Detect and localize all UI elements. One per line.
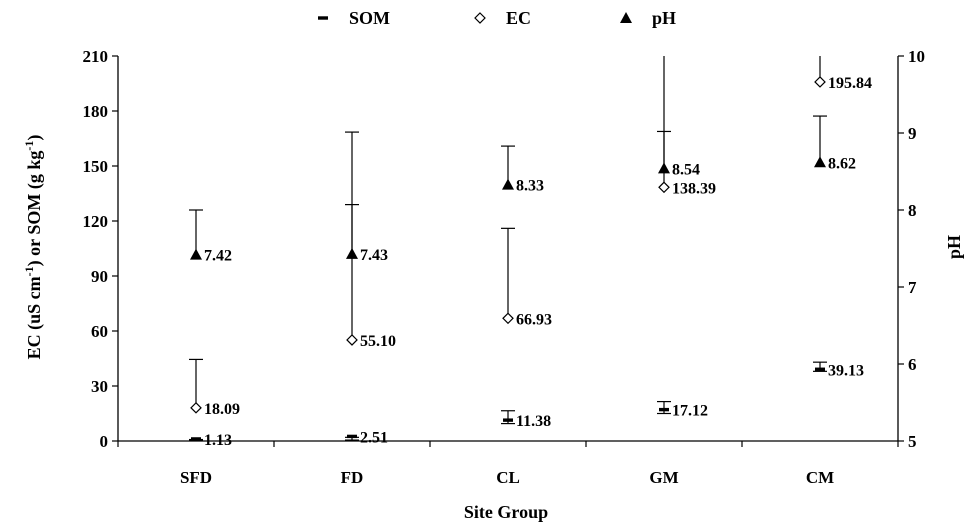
x-tick-label: FD: [341, 468, 364, 487]
ph-point: [658, 162, 670, 174]
y-left-tick-label: 180: [83, 102, 109, 121]
ph-point: [346, 247, 358, 259]
ec-point: [190, 401, 202, 414]
som-point: [815, 367, 825, 371]
y-right-tick-label: 5: [908, 432, 917, 451]
ec-point: [346, 334, 358, 346]
som-data-label: 39.13: [828, 362, 864, 379]
som-point: [191, 437, 201, 441]
ec-data-label: 55.10: [360, 333, 396, 350]
ec-data-label: 18.09: [204, 401, 240, 418]
som-data-label: 1.13: [204, 432, 232, 449]
ph-legend-marker: [620, 12, 632, 23]
ec-data-label: 195.84: [828, 75, 872, 92]
y-left-tick-label: 210: [83, 47, 109, 66]
ec-legend-marker: [474, 12, 486, 24]
y-left-tick-label: 120: [83, 212, 109, 231]
som-point: [503, 418, 513, 422]
som-point: [659, 407, 669, 412]
ec-data-label: 138.39: [672, 180, 716, 197]
som-legend-marker: [318, 16, 328, 20]
ec-data-label: 66.93: [516, 311, 552, 328]
y-axis-left-title: EC (uS cm-1) or SOM (g kg-1): [22, 135, 45, 360]
y-left-tick-label: 90: [91, 267, 108, 286]
ec-point: [502, 312, 514, 325]
som-data-label: 2.51: [360, 429, 388, 446]
ph-data-label: 8.54: [672, 161, 700, 178]
ec-legend-label: EC: [506, 8, 531, 28]
x-tick-label: CL: [496, 468, 520, 487]
axes: 0 30 60 90 120 150 180 210 5 6 7 8 9 10 SFD FD CL GM CM: [83, 47, 926, 487]
som-point: [347, 434, 357, 439]
y-right-tick-label: 10: [908, 47, 925, 66]
som-data-label: 17.12: [672, 403, 708, 420]
som-data-label: 11.38: [516, 413, 551, 430]
x-axis-title: Site Group: [464, 502, 548, 522]
y-right-tick-label: 9: [908, 124, 917, 143]
ph-data-label: 8.33: [516, 178, 544, 195]
ph-data-label: 7.42: [204, 248, 232, 265]
som-legend-label: SOM: [349, 8, 390, 28]
y-left-tick-label: 60: [91, 322, 108, 341]
ph-data-label: 8.62: [828, 155, 856, 172]
ph-data-label: 7.43: [360, 247, 388, 264]
ph-point: [502, 178, 514, 190]
ec-point: [814, 76, 826, 88]
y-right-tick-label: 7: [908, 278, 917, 297]
y-left-tick-label: 0: [100, 432, 109, 451]
ph-legend-label: pH: [652, 8, 676, 28]
legend: SOM EC pH: [318, 8, 676, 28]
y-right-tick-label: 8: [908, 201, 917, 220]
x-tick-label: SFD: [180, 468, 212, 487]
y-left-tick-label: 150: [83, 157, 109, 176]
ph-point: [190, 248, 202, 260]
ph-point: [814, 156, 826, 168]
ec-point: [658, 181, 670, 194]
chart-marks: 1.13 2.51 11.38 17.12 39.13 18.09 55.10 66.93 13…: [189, 56, 872, 449]
y-left-tick-label: 30: [91, 377, 108, 396]
y-axis-right-title: pH: [944, 235, 964, 259]
x-tick-label: CM: [806, 468, 834, 487]
y-right-tick-label: 6: [908, 355, 917, 374]
x-tick-label: GM: [649, 468, 678, 487]
